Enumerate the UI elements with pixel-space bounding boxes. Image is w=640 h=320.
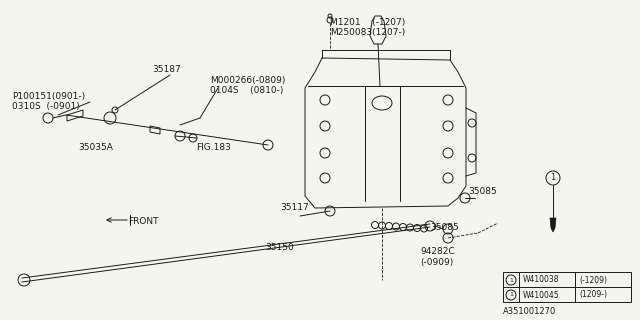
Text: FRONT: FRONT bbox=[128, 218, 159, 227]
Text: 35187: 35187 bbox=[152, 66, 180, 75]
Text: (-1209): (-1209) bbox=[579, 276, 607, 284]
Text: 94282C: 94282C bbox=[420, 247, 454, 257]
Text: W410038: W410038 bbox=[523, 276, 559, 284]
Text: 1: 1 bbox=[509, 292, 513, 298]
Text: 35117: 35117 bbox=[280, 204, 308, 212]
Text: M000266(-0809): M000266(-0809) bbox=[210, 76, 285, 84]
Text: (1209-): (1209-) bbox=[579, 291, 607, 300]
Text: 35085: 35085 bbox=[430, 223, 459, 233]
Text: 1: 1 bbox=[550, 173, 556, 182]
Text: (-0909): (-0909) bbox=[420, 258, 453, 267]
Text: FIG.183: FIG.183 bbox=[196, 143, 231, 153]
Text: P100151(0901-): P100151(0901-) bbox=[12, 92, 85, 100]
Text: 0104S    (0810-): 0104S (0810-) bbox=[210, 85, 284, 94]
Text: 0310S  (-0901): 0310S (-0901) bbox=[12, 101, 80, 110]
Text: W410045: W410045 bbox=[523, 291, 559, 300]
Text: 1: 1 bbox=[509, 277, 513, 283]
Text: 35035A: 35035A bbox=[78, 143, 113, 153]
Polygon shape bbox=[550, 218, 556, 232]
Text: 35150: 35150 bbox=[265, 244, 294, 252]
Text: A351001270: A351001270 bbox=[504, 308, 557, 316]
Text: M1201    (-1207): M1201 (-1207) bbox=[330, 18, 405, 27]
Text: M250083(1207-): M250083(1207-) bbox=[330, 28, 405, 36]
Bar bbox=[503, 272, 631, 302]
Text: 35085: 35085 bbox=[468, 188, 497, 196]
